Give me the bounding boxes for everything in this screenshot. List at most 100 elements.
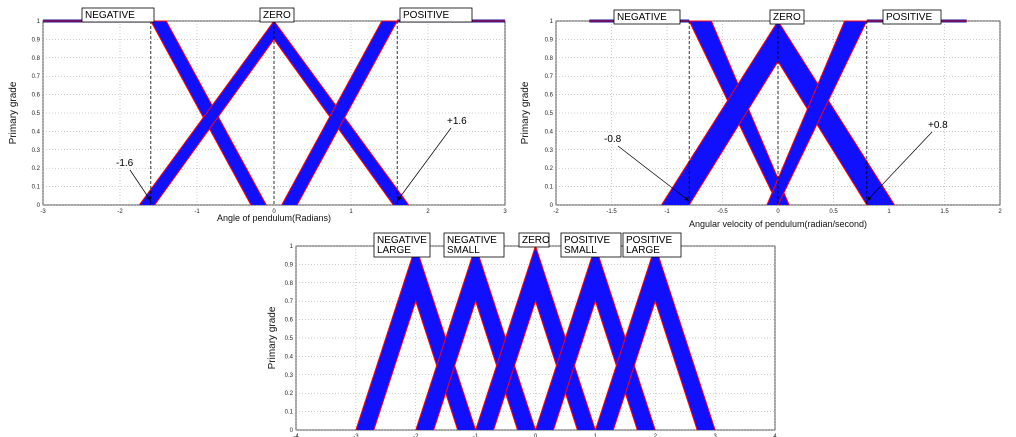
y-tick-label: 1 bbox=[37, 19, 41, 25]
x-tick-label: 2 bbox=[654, 434, 658, 437]
x-tick-label: 0 bbox=[776, 209, 780, 215]
y-tick-label: 0.6 bbox=[285, 318, 294, 324]
x-tick-label: 1 bbox=[887, 209, 891, 215]
x-tick-label: -2 bbox=[117, 209, 123, 215]
annotation-arrowhead bbox=[146, 196, 151, 201]
y-tick-label: 0.2 bbox=[285, 391, 294, 397]
x-tick-label: -2 bbox=[413, 434, 419, 437]
x-tick-label: -1 bbox=[473, 434, 479, 437]
mf-label-box bbox=[769, 9, 805, 25]
mf-band bbox=[766, 21, 967, 205]
y-tick-label: 0.9 bbox=[545, 37, 554, 43]
y-axis-label: Primary grade bbox=[267, 306, 278, 369]
mf-band bbox=[281, 21, 505, 205]
mf-band bbox=[43, 21, 267, 205]
x-tick-label: 4 bbox=[773, 434, 777, 437]
x-tick-label: 2 bbox=[998, 209, 1002, 215]
x-tick-label: 1.5 bbox=[940, 209, 949, 215]
x-tick-label: 1 bbox=[594, 434, 598, 437]
mf-label: NEGATIVE bbox=[617, 12, 667, 23]
mf-lower-line bbox=[154, 38, 394, 206]
annotation-arrow bbox=[129, 169, 152, 202]
x-tick-label: -0.5 bbox=[717, 209, 728, 215]
y-tick-label: 0.6 bbox=[32, 93, 41, 99]
mf-label-box bbox=[518, 232, 550, 248]
y-axis-label: Primary grade bbox=[8, 81, 19, 144]
x-tick-label: 3 bbox=[503, 209, 507, 215]
y-tick-label: 0.3 bbox=[32, 148, 41, 154]
y-tick-label: 0.4 bbox=[32, 129, 41, 135]
mf-label: LARGE bbox=[626, 245, 660, 256]
y-tick-label: 0.4 bbox=[545, 129, 554, 135]
annotation-label: +1.6 bbox=[447, 116, 467, 127]
x-tick-label: -3 bbox=[40, 209, 46, 215]
y-tick-label: 0.7 bbox=[545, 74, 554, 80]
mf-label: SMALL bbox=[447, 245, 480, 256]
mf-band bbox=[589, 21, 790, 205]
x-tick-label: 0 bbox=[534, 434, 538, 437]
y-tick-label: 0.5 bbox=[545, 111, 554, 117]
y-tick-label: 0.5 bbox=[32, 111, 41, 117]
y-tick-label: 0.2 bbox=[545, 166, 554, 172]
x-tick-label: -4 bbox=[293, 434, 299, 437]
mf-lower-line bbox=[612, 299, 698, 431]
mf-label: NEGATIVE bbox=[377, 235, 427, 246]
annotation-arrowhead bbox=[397, 196, 402, 201]
chart-panel-2: -2 -1.5 -1 -0.5 0 0.5 1 1.5 2 0 0.1 0.2 0.3 0.4 0.5 0.6… bbox=[520, 9, 1002, 229]
x-tick-label: -3 bbox=[353, 434, 359, 437]
mf-label: ZERO bbox=[263, 10, 291, 21]
x-tick-label: -1.5 bbox=[606, 209, 617, 215]
annotation-label: -0.8 bbox=[604, 134, 622, 145]
y-tick-label: 1 bbox=[550, 19, 554, 25]
annotation-label: +0.8 bbox=[928, 120, 948, 131]
mf-label-box bbox=[81, 7, 155, 23]
mf-label-box bbox=[373, 232, 431, 258]
y-tick-label: 0.4 bbox=[285, 354, 294, 360]
y-tick-label: 0.8 bbox=[285, 281, 294, 287]
mf-label: POSITIVE bbox=[886, 12, 932, 23]
y-tick-label: 0 bbox=[550, 203, 554, 209]
x-tick-label: 1 bbox=[349, 209, 353, 215]
x-axis-label: Angular velocity of pendulum(radian/seco… bbox=[689, 219, 867, 229]
y-tick-label: 0.6 bbox=[545, 93, 554, 99]
mf-band bbox=[139, 21, 409, 205]
annotation-arrow bbox=[866, 131, 933, 202]
x-tick-label: -1 bbox=[664, 209, 670, 215]
mf-band bbox=[595, 246, 716, 430]
mf-label-box bbox=[259, 7, 295, 23]
y-tick-label: 0.1 bbox=[32, 185, 41, 191]
mf-label: SMALL bbox=[564, 245, 597, 256]
annotation-label: -1.6 bbox=[116, 158, 134, 169]
mf-label-box bbox=[882, 9, 942, 25]
x-tick-label: 3 bbox=[713, 434, 717, 437]
mf-label: NEGATIVE bbox=[447, 235, 497, 246]
x-tick-label: -2 bbox=[553, 209, 559, 215]
y-tick-label: 0.8 bbox=[32, 56, 41, 62]
chart-panel-1: -3 -2 -1 0 1 2 3 0 0.1 0.2 0.3 0.4 0.5 0.6 0.7 0.8 0.9 1 -… bbox=[8, 7, 507, 223]
mf-label-box bbox=[560, 232, 622, 258]
mf-label-box bbox=[622, 232, 682, 258]
annotation-arrow bbox=[396, 127, 452, 202]
annotation-arrowhead bbox=[866, 196, 872, 201]
y-tick-label: 0.8 bbox=[545, 56, 554, 62]
mf-label: LARGE bbox=[377, 245, 411, 256]
y-axis-label: Primary grade bbox=[520, 81, 531, 144]
chart-panel-3: -4 -3 -2 -1 0 1 2 3 4 0 0.1 0.2 0.3 0.4 0.5 0.6 0.7 0.8 0.… bbox=[267, 232, 777, 437]
x-tick-label: -1 bbox=[194, 209, 200, 215]
y-tick-label: 0.7 bbox=[285, 299, 294, 305]
y-tick-label: 0 bbox=[37, 203, 41, 209]
y-tick-label: 1 bbox=[290, 244, 294, 250]
y-tick-label: 0.5 bbox=[285, 336, 294, 342]
y-tick-label: 0.3 bbox=[285, 373, 294, 379]
mf-label: POSITIVE bbox=[403, 10, 449, 21]
annotation-arrow bbox=[617, 145, 690, 202]
mf-label: ZERO bbox=[773, 12, 801, 23]
x-axis-label: Angle of pendulum(Radians) bbox=[217, 213, 331, 223]
mf-label-box bbox=[443, 232, 505, 258]
y-tick-label: 0.1 bbox=[285, 410, 294, 416]
y-tick-label: 0.1 bbox=[545, 185, 554, 191]
x-tick-label: 0.5 bbox=[829, 209, 838, 215]
y-tick-label: 0.7 bbox=[32, 74, 41, 80]
x-tick-label: 2 bbox=[426, 209, 430, 215]
